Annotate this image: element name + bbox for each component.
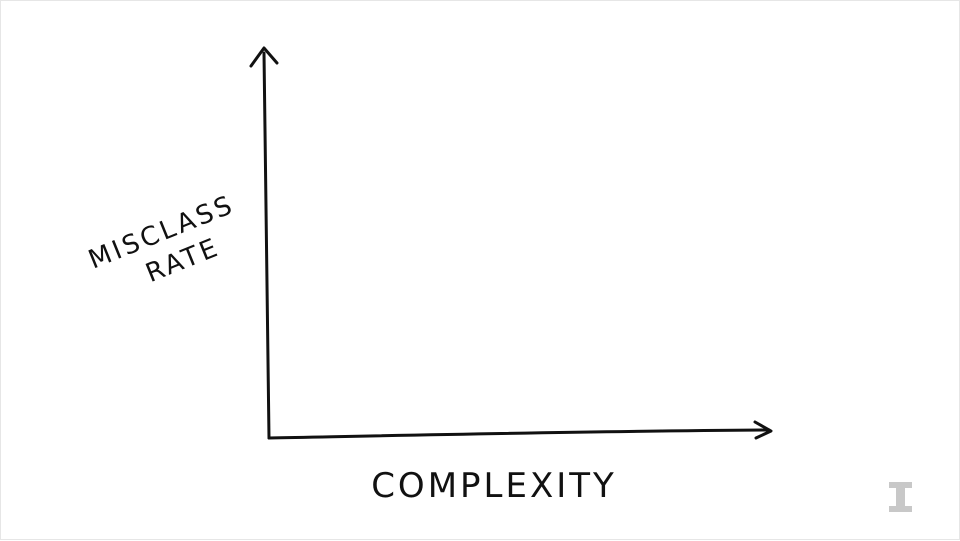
block-i-logo — [889, 482, 912, 512]
y-axis-arrowhead — [249, 46, 279, 68]
y-axis-label: MISCLASS RATE — [84, 190, 239, 289]
x-axis-label: COMPLEXITY — [371, 466, 617, 506]
x-axis-arrowhead — [753, 420, 773, 440]
y-axis-line — [262, 51, 271, 440]
x-axis-line — [267, 428, 771, 440]
